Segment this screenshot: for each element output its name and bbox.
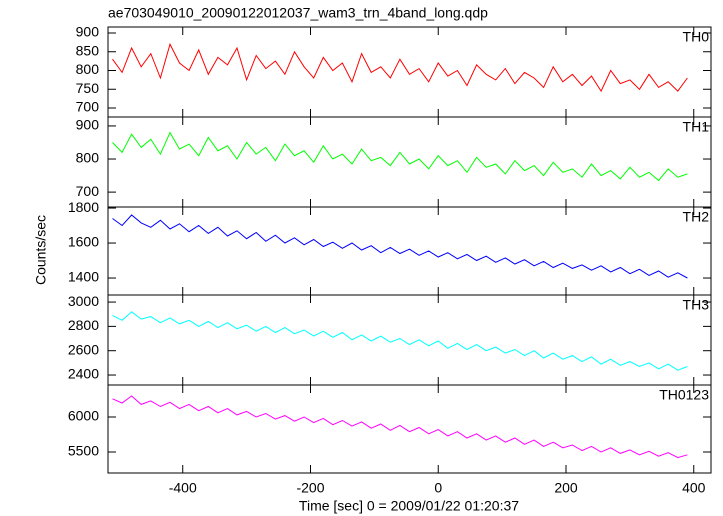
y-tick-label: 700	[76, 183, 100, 199]
y-tick-label: 800	[76, 150, 100, 166]
y-tick-label: 800	[76, 61, 100, 77]
y-tick-label: 1600	[68, 234, 99, 250]
x-tick-label: 0	[434, 480, 442, 496]
panel-label: TH0123	[659, 387, 709, 403]
x-tick-label: -400	[169, 480, 197, 496]
y-tick-label: 850	[76, 42, 100, 58]
panel-frame	[107, 384, 712, 474]
data-line	[112, 214, 688, 279]
panel-frame	[107, 116, 712, 208]
x-tick-label: -200	[296, 480, 324, 496]
y-tick-label: 2400	[68, 366, 99, 382]
y-tick-label: 1800	[68, 199, 99, 215]
panel-label: TH2	[683, 209, 710, 225]
y-tick-label: 1400	[68, 269, 99, 285]
x-tick-label: 200	[554, 480, 578, 496]
y-tick-label: 2600	[68, 341, 99, 357]
panel-label: TH1	[683, 119, 710, 135]
panel-frame	[107, 294, 712, 386]
panel-label: TH3	[683, 297, 710, 313]
y-tick-label: 5500	[68, 443, 99, 459]
x-tick-label: 400	[682, 480, 706, 496]
data-line	[112, 131, 688, 182]
y-tick-label: 900	[76, 117, 100, 133]
panel-label: TH0	[683, 29, 710, 45]
x-axis-label: Time [sec] 0 = 2009/01/22 01:20:37	[299, 498, 519, 514]
y-tick-label: 750	[76, 80, 100, 96]
y-tick-label: 3000	[68, 293, 99, 309]
y-tick-label: 700	[76, 99, 100, 115]
y-tick-label: 6000	[68, 408, 99, 424]
panel-frame	[107, 26, 712, 118]
y-tick-label: 2800	[68, 317, 99, 333]
data-line	[112, 311, 688, 371]
data-line	[112, 395, 688, 459]
y-axis-label: Counts/sec	[33, 215, 49, 285]
panel-frame	[107, 206, 712, 296]
y-tick-label: 900	[76, 24, 100, 40]
chart-title: ae703049010_20090122012037_wam3_trn_4ban…	[108, 5, 488, 21]
data-line	[112, 42, 688, 93]
